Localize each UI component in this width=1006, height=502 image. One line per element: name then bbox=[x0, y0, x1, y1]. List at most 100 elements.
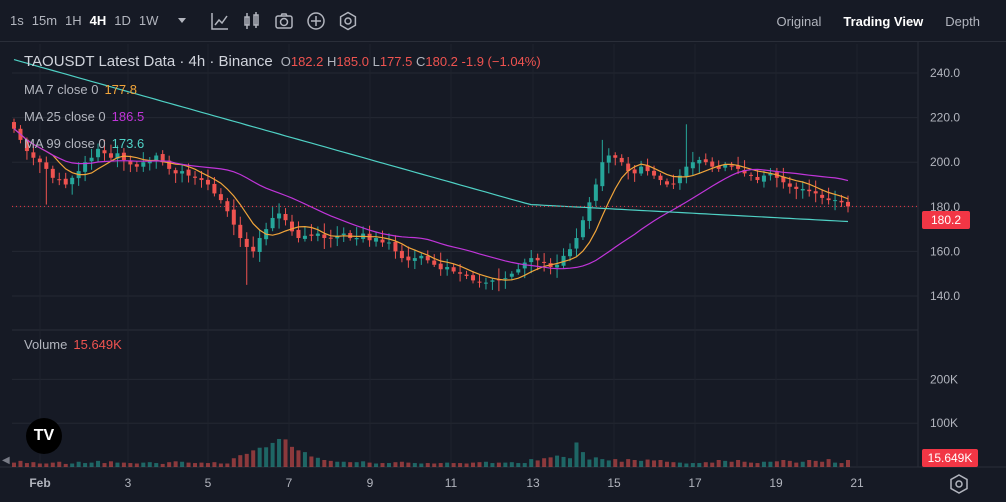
timeframe-15m[interactable]: 15m bbox=[31, 13, 58, 28]
candle-body bbox=[529, 258, 534, 263]
tradingview-logo[interactable]: TV bbox=[26, 418, 62, 454]
low-key: L bbox=[372, 54, 380, 69]
volume-bar bbox=[483, 461, 488, 467]
volume-bar bbox=[697, 463, 702, 467]
volume-bar bbox=[134, 463, 139, 467]
ohlc-values: O182.2 H185.0 L177.5 C180.2 -1.9 (−1.04%… bbox=[281, 54, 541, 69]
x-tick-label: 13 bbox=[526, 476, 540, 490]
camera-icon[interactable] bbox=[272, 9, 296, 33]
candle-body bbox=[83, 162, 88, 172]
volume-bar bbox=[580, 452, 585, 467]
volume-bar bbox=[768, 461, 773, 467]
timeframe-1h[interactable]: 1H bbox=[65, 13, 82, 28]
candle-body bbox=[193, 176, 198, 178]
volume-bar bbox=[393, 462, 398, 467]
volume-bar bbox=[729, 461, 734, 467]
volume-bar bbox=[432, 463, 437, 467]
volume-bar bbox=[723, 460, 728, 467]
add-icon[interactable] bbox=[304, 9, 328, 33]
candle-body bbox=[826, 198, 831, 201]
candle-body bbox=[580, 220, 585, 238]
volume-bar bbox=[296, 450, 301, 467]
close-value: 180.2 bbox=[425, 54, 458, 69]
y-tick-label: 180.0 bbox=[930, 200, 960, 214]
volume-bar bbox=[567, 458, 573, 467]
volume-bar bbox=[386, 463, 391, 467]
timeframe-1d[interactable]: 1D bbox=[114, 13, 131, 28]
candle-body bbox=[31, 152, 36, 158]
timeframe-4h[interactable]: 4H bbox=[89, 13, 107, 28]
y-tick-label: 220.0 bbox=[930, 111, 960, 125]
volume-bar bbox=[639, 460, 644, 467]
candle-body bbox=[141, 162, 146, 167]
volume-bar bbox=[529, 459, 534, 467]
candle-body bbox=[44, 162, 49, 169]
volume-bar bbox=[593, 457, 598, 467]
candle-body bbox=[50, 168, 55, 178]
candle-body bbox=[697, 159, 702, 164]
tab-trading-view[interactable]: Trading View bbox=[843, 13, 924, 29]
volume-tick-label: 200K bbox=[930, 372, 958, 386]
volume-bar bbox=[57, 461, 62, 467]
volume-bar bbox=[509, 462, 514, 467]
candle-body bbox=[503, 278, 508, 280]
chevron-down-icon[interactable] bbox=[170, 9, 194, 33]
volume-legend: Volume 15.649K bbox=[24, 337, 122, 352]
candle-body bbox=[471, 275, 476, 281]
candle-body bbox=[199, 178, 204, 181]
indicators-icon[interactable] bbox=[208, 9, 232, 33]
candle-body bbox=[70, 177, 75, 185]
volume-bar bbox=[289, 446, 295, 467]
candle-body bbox=[845, 201, 851, 207]
volume-bar bbox=[167, 462, 172, 467]
timeframe-1s[interactable]: 1s bbox=[10, 13, 24, 28]
timeframe-1w[interactable]: 1W bbox=[138, 13, 159, 28]
candle-body bbox=[535, 257, 540, 261]
chart-type-icon[interactable] bbox=[240, 9, 264, 33]
volume-bar bbox=[406, 462, 411, 467]
volume-bar bbox=[503, 462, 508, 467]
volume-bar bbox=[212, 462, 217, 467]
volume-bar bbox=[606, 460, 611, 467]
last-volume-tag: 15.649K bbox=[922, 449, 978, 467]
candle-body bbox=[419, 255, 424, 259]
volume-bar bbox=[774, 461, 779, 467]
volume-bar bbox=[671, 462, 676, 467]
candle-body bbox=[749, 174, 754, 176]
tab-depth[interactable]: Depth bbox=[945, 13, 980, 29]
candle-body bbox=[490, 280, 495, 282]
candle-body bbox=[807, 189, 812, 192]
volume-bar bbox=[845, 459, 851, 467]
volume-bar bbox=[464, 463, 469, 467]
volume-bar bbox=[419, 463, 424, 467]
chart-settings-icon[interactable] bbox=[948, 473, 970, 495]
volume-bar bbox=[328, 460, 333, 467]
x-tick-label: 11 bbox=[445, 476, 458, 490]
scroll-left-icon[interactable]: ◀ bbox=[2, 455, 10, 466]
candle-body bbox=[399, 250, 404, 259]
volume-bar bbox=[658, 459, 663, 467]
settings-icon[interactable] bbox=[336, 9, 360, 33]
volume-bar bbox=[251, 450, 256, 467]
candle-body bbox=[820, 194, 825, 198]
candle-body bbox=[102, 150, 107, 154]
tab-original[interactable]: Original bbox=[776, 13, 822, 29]
candle-body bbox=[567, 249, 573, 257]
volume-bar bbox=[749, 462, 754, 467]
candle-body bbox=[800, 188, 805, 191]
candle-body bbox=[11, 122, 17, 129]
volume-bar bbox=[354, 462, 359, 467]
x-tick-label: 15 bbox=[607, 476, 621, 490]
volume-bar bbox=[451, 463, 456, 467]
volume-bar bbox=[548, 457, 553, 467]
x-tick-label: 17 bbox=[688, 476, 702, 490]
volume-bar bbox=[555, 455, 560, 467]
candle-body bbox=[24, 139, 29, 152]
close-key: C bbox=[415, 54, 426, 69]
candle-body bbox=[63, 178, 68, 185]
volume-bar bbox=[128, 463, 133, 467]
volume-value: 15.649K bbox=[73, 337, 122, 352]
volume-bar bbox=[115, 462, 120, 467]
candle-body bbox=[729, 165, 734, 167]
